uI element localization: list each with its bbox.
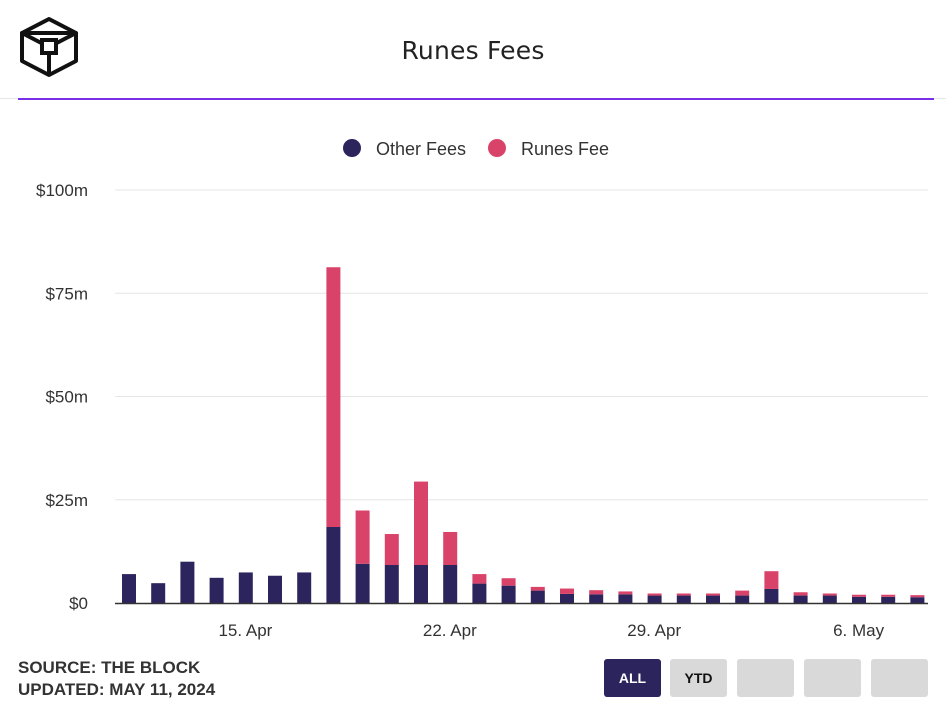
bar-other-fees: [822, 595, 837, 603]
bars: [122, 267, 925, 603]
footer-credits: SOURCE: THE BLOCK UPDATED: MAY 11, 2024: [18, 657, 215, 701]
bar-other-fees: [589, 594, 604, 603]
bar-other-fees: [647, 595, 662, 603]
legend-label-runes-fee[interactable]: Runes Fee: [521, 139, 609, 159]
bar-other-fees: [472, 583, 487, 603]
y-tick-label: $25m: [45, 491, 88, 510]
header: Runes Fees: [0, 0, 946, 100]
bar-runes-fee: [618, 591, 633, 595]
y-tick-label: $100m: [36, 181, 88, 200]
bar-other-fees: [180, 561, 195, 603]
bar-runes-fee: [881, 594, 896, 597]
bar-runes-fee: [852, 594, 866, 597]
x-axis: 15. Apr 22. Apr 29. Apr 6. May: [115, 602, 928, 640]
bar-other-fees: [297, 572, 312, 603]
range-button-ytd[interactable]: YTD: [670, 659, 727, 697]
legend-label-other-fees[interactable]: Other Fees: [376, 139, 466, 159]
bar-other-fees: [443, 565, 458, 603]
bar-other-fees: [384, 565, 399, 603]
bar-other-fees: [560, 593, 574, 603]
bar-runes-fee: [676, 593, 691, 596]
legend: Other Fees Runes Fee: [343, 139, 609, 159]
bar-runes-fee: [560, 588, 574, 594]
bar-other-fees: [881, 596, 896, 603]
bar-runes-fee: [793, 592, 808, 596]
x-tick-label: 29. Apr: [627, 621, 681, 640]
bar-runes-fee: [822, 593, 837, 596]
bar-other-fees: [326, 527, 341, 603]
bar-other-fees: [618, 594, 633, 603]
range-button-5[interactable]: [871, 659, 928, 697]
grid-lines: [115, 189, 928, 501]
updated-label: UPDATED: MAY 11, 2024: [18, 680, 216, 699]
bar-runes-fee: [443, 531, 458, 566]
bar-other-fees: [676, 595, 691, 603]
range-button-all[interactable]: ALL: [604, 659, 661, 697]
bar-other-fees: [209, 577, 224, 603]
bar-runes-fee: [326, 267, 341, 528]
bar-runes-fee: [910, 595, 925, 598]
bar-runes-fee: [706, 593, 720, 596]
source-label: SOURCE: THE BLOCK: [18, 658, 201, 677]
x-tick-label: 15. Apr: [218, 621, 272, 640]
bar-other-fees: [122, 574, 136, 603]
x-tick-label: 6. May: [833, 621, 885, 640]
cube-logo-icon[interactable]: [18, 16, 80, 78]
bar-other-fees: [151, 583, 166, 603]
bar-runes-fee: [384, 534, 399, 566]
bar-other-fees: [414, 565, 428, 603]
bar-runes-fee: [764, 571, 779, 589]
bar-other-fees: [793, 595, 808, 603]
bar-other-fees: [910, 597, 925, 603]
bar-other-fees: [501, 585, 516, 603]
bar-runes-fee: [414, 481, 428, 566]
bar-other-fees: [852, 596, 866, 603]
bar-other-fees: [530, 590, 545, 603]
bar-other-fees: [268, 575, 282, 603]
bar-runes-fee: [589, 590, 604, 595]
bar-other-fees: [764, 588, 779, 603]
y-axis: $0 $25m $50m $75m $100m: [36, 181, 88, 613]
bar-other-fees: [735, 595, 750, 603]
range-button-3[interactable]: [737, 659, 794, 697]
legend-marker-runes-fee: [488, 139, 506, 157]
bar-runes-fee: [735, 590, 750, 596]
stacked-bar-chart: Other Fees Runes Fee $0 $25m $50m $75m $100m…: [36, 139, 928, 640]
chart-title: Runes Fees: [401, 36, 545, 65]
bar-runes-fee: [472, 574, 487, 584]
y-tick-label: $75m: [45, 284, 88, 303]
bar-runes-fee: [355, 510, 370, 564]
bar-other-fees: [706, 595, 720, 603]
range-button-4[interactable]: [804, 659, 861, 697]
x-tick-label: 22. Apr: [423, 621, 477, 640]
bar-other-fees: [238, 572, 253, 603]
bar-runes-fee: [530, 586, 545, 591]
header-accent-line: [18, 98, 934, 100]
bar-other-fees: [355, 563, 370, 603]
legend-marker-other-fees: [343, 139, 361, 157]
y-tick-label: $0: [69, 594, 88, 613]
bar-runes-fee: [501, 578, 516, 586]
bar-runes-fee: [647, 593, 662, 596]
y-tick-label: $50m: [45, 388, 88, 407]
